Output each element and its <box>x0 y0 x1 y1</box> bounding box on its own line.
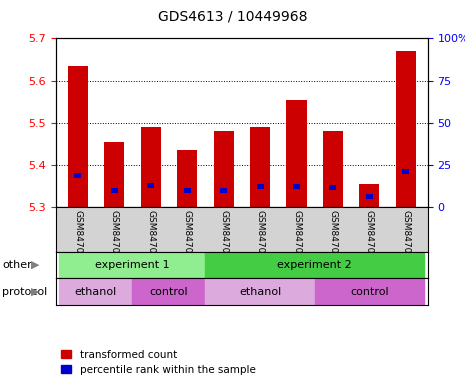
Bar <box>177 151 197 207</box>
Bar <box>184 188 191 193</box>
Text: ethanol: ethanol <box>75 287 117 297</box>
Legend: transformed count, percentile rank within the sample: transformed count, percentile rank withi… <box>61 350 256 375</box>
Bar <box>315 278 424 305</box>
Bar <box>359 184 379 207</box>
Text: GSM847024: GSM847024 <box>73 210 82 264</box>
Text: GSM847030: GSM847030 <box>256 210 265 265</box>
Text: ▶: ▶ <box>31 287 40 297</box>
Text: control: control <box>350 287 389 297</box>
Bar <box>104 142 124 207</box>
Text: GSM847033: GSM847033 <box>401 210 411 265</box>
Text: experiment 2: experiment 2 <box>277 260 352 270</box>
Bar <box>133 278 206 305</box>
Bar <box>74 173 81 178</box>
Bar <box>402 169 409 174</box>
Bar <box>323 131 343 207</box>
Bar <box>293 184 300 189</box>
Bar <box>396 51 416 207</box>
Bar <box>67 66 88 207</box>
Bar <box>206 278 315 305</box>
Text: protocol: protocol <box>2 287 47 297</box>
Bar <box>286 100 306 207</box>
Bar <box>213 131 233 207</box>
Text: GSM847032: GSM847032 <box>292 210 301 264</box>
Text: other: other <box>2 260 32 270</box>
Text: GSM847028: GSM847028 <box>219 210 228 264</box>
Text: GSM847031: GSM847031 <box>365 210 374 265</box>
Bar <box>111 188 118 193</box>
Bar <box>330 185 337 190</box>
Text: GSM847025: GSM847025 <box>110 210 119 264</box>
Text: GSM847029: GSM847029 <box>328 210 338 264</box>
Text: ethanol: ethanol <box>239 287 281 297</box>
Text: experiment 1: experiment 1 <box>95 260 170 270</box>
Bar <box>257 184 264 189</box>
Text: GSM847027: GSM847027 <box>183 210 192 264</box>
Bar <box>140 127 160 207</box>
Bar <box>220 188 227 193</box>
Bar <box>147 183 154 188</box>
Bar <box>60 252 206 278</box>
Text: control: control <box>150 287 188 297</box>
Bar <box>60 278 133 305</box>
Bar <box>250 127 270 207</box>
Text: ▶: ▶ <box>31 260 40 270</box>
Bar <box>206 252 424 278</box>
Bar <box>366 194 373 199</box>
Text: GSM847026: GSM847026 <box>146 210 155 264</box>
Text: GDS4613 / 10449968: GDS4613 / 10449968 <box>158 10 307 23</box>
